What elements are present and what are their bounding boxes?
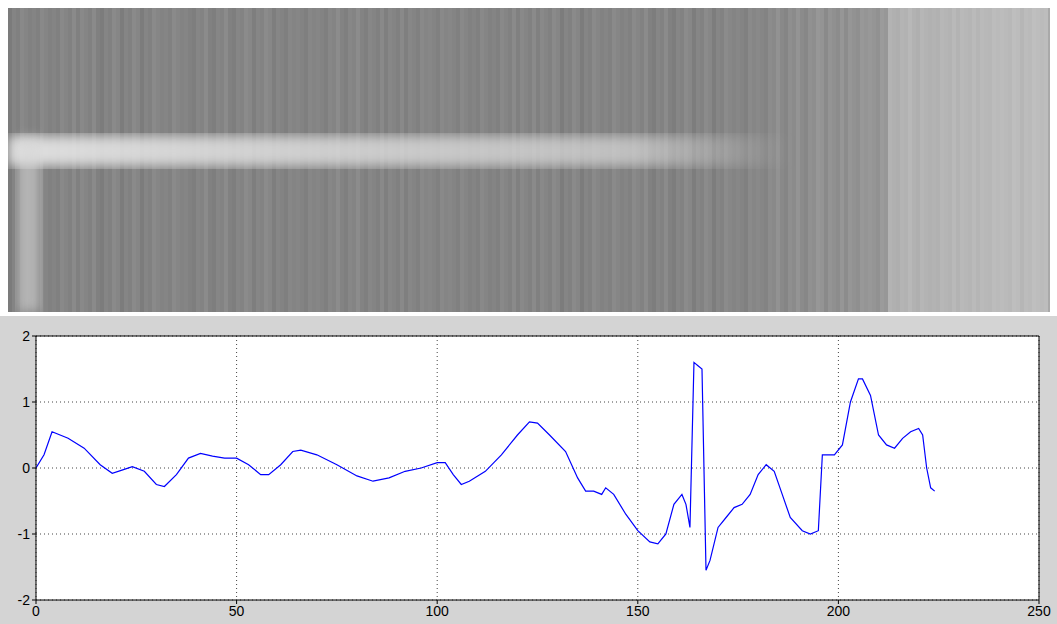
svg-text:100: 100 — [426, 603, 450, 619]
svg-text:200: 200 — [827, 603, 851, 619]
svg-text:-1: -1 — [18, 526, 31, 542]
svg-text:150: 150 — [626, 603, 650, 619]
svg-text:250: 250 — [1027, 603, 1051, 619]
svg-text:0: 0 — [32, 603, 40, 619]
svg-text:0: 0 — [22, 460, 30, 476]
svg-text:-2: -2 — [18, 592, 31, 608]
svg-text:1: 1 — [22, 394, 30, 410]
svg-text:50: 50 — [229, 603, 245, 619]
svg-text:2: 2 — [22, 328, 30, 344]
